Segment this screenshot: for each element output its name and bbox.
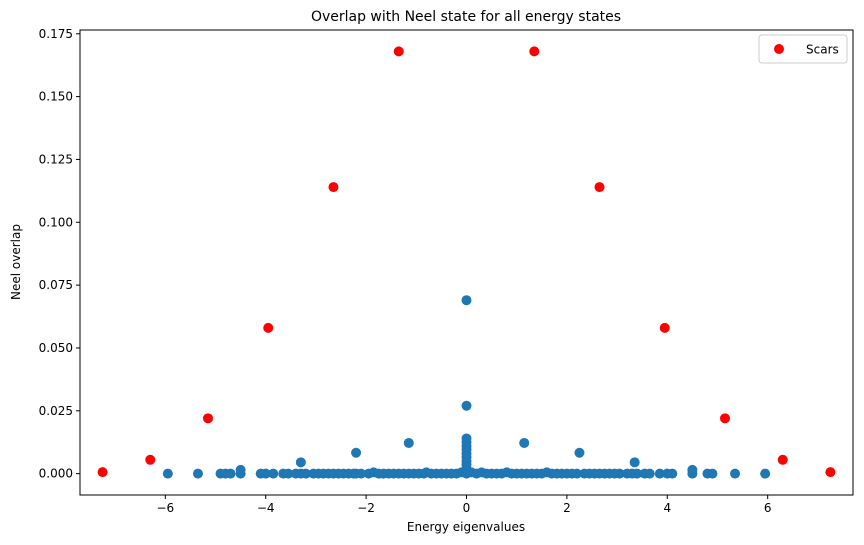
- y-tick-label: 0.175: [39, 27, 73, 41]
- eigenstate-point: [461, 400, 472, 411]
- y-tick-label: 0.125: [39, 152, 73, 166]
- eigenstate-point: [760, 468, 771, 479]
- eigenstate-point: [268, 468, 279, 479]
- x-tick-label: −6: [156, 501, 174, 515]
- scar-point: [529, 46, 540, 57]
- eigenstate-point: [667, 468, 678, 479]
- eigenstate-point: [351, 447, 362, 458]
- eigenstate-point: [614, 468, 625, 479]
- x-tick-label: 0: [463, 501, 471, 515]
- x-tick-label: −4: [257, 501, 275, 515]
- eigenstate-point: [461, 295, 472, 306]
- eigenstate-point: [300, 468, 311, 479]
- x-tick-label: −2: [357, 501, 375, 515]
- legend-label-scars: Scars: [806, 43, 839, 57]
- eigenstate-point: [654, 468, 665, 479]
- scar-point: [263, 322, 274, 333]
- eigenstate-point: [162, 468, 173, 479]
- y-axis: 0.000 0.025 0.050 0.075 0.100 0.125 0.150 0.175: [39, 27, 80, 481]
- eigenstate-point: [571, 468, 582, 479]
- y-axis-label: Neel overlap: [9, 224, 23, 300]
- x-tick-label: 6: [764, 501, 772, 515]
- scar-point: [393, 46, 404, 57]
- y-tick-label: 0.150: [39, 90, 73, 104]
- scar-point: [328, 182, 339, 193]
- scar-point: [720, 413, 731, 424]
- scar-point: [659, 322, 670, 333]
- eigenstate-point: [403, 437, 414, 448]
- eigenstate-point: [235, 464, 246, 475]
- eigenstate-point: [644, 468, 655, 479]
- scar-point: [594, 182, 605, 193]
- plot-background: [80, 30, 853, 495]
- legend-marker-scars: [774, 44, 784, 54]
- eigenstate-point: [707, 468, 718, 479]
- eigenstate-point: [225, 468, 236, 479]
- eigenstate-point: [192, 468, 203, 479]
- eigenstate-point: [260, 468, 271, 479]
- legend-box: [758, 34, 848, 64]
- x-tick-label: 4: [663, 501, 671, 515]
- eigenstate-point: [687, 464, 698, 475]
- eigenstate-point: [295, 457, 306, 468]
- x-tick-label: 2: [563, 501, 571, 515]
- series-scars: [97, 46, 836, 478]
- scar-point: [97, 467, 108, 478]
- y-tick-label: 0.000: [39, 467, 73, 481]
- eigenstate-point: [629, 457, 640, 468]
- x-axis: −6 −4 −2 0 2 4 6: [156, 495, 771, 515]
- chart-title: Overlap with Neel state for all energy s…: [311, 9, 621, 25]
- scar-point: [202, 413, 213, 424]
- eigenstate-point: [283, 468, 294, 479]
- y-tick-label: 0.075: [39, 278, 73, 292]
- legend: Scars: [758, 34, 848, 64]
- y-tick-label: 0.025: [39, 404, 73, 418]
- y-tick-label: 0.100: [39, 215, 73, 229]
- y-tick-label: 0.050: [39, 341, 73, 355]
- scar-point: [145, 454, 156, 465]
- x-axis-label: Energy eigenvalues: [407, 520, 525, 534]
- marks-layer: [97, 46, 836, 479]
- series-eigenstates: [162, 295, 771, 479]
- scar-point: [777, 454, 788, 465]
- eigenstate-point: [356, 468, 367, 479]
- eigenstate-point: [519, 437, 530, 448]
- eigenstate-point: [632, 468, 643, 479]
- eigenstate-point: [574, 447, 585, 458]
- eigenstate-point: [730, 468, 741, 479]
- eigenstate-point: [461, 433, 472, 444]
- scar-point: [825, 467, 836, 478]
